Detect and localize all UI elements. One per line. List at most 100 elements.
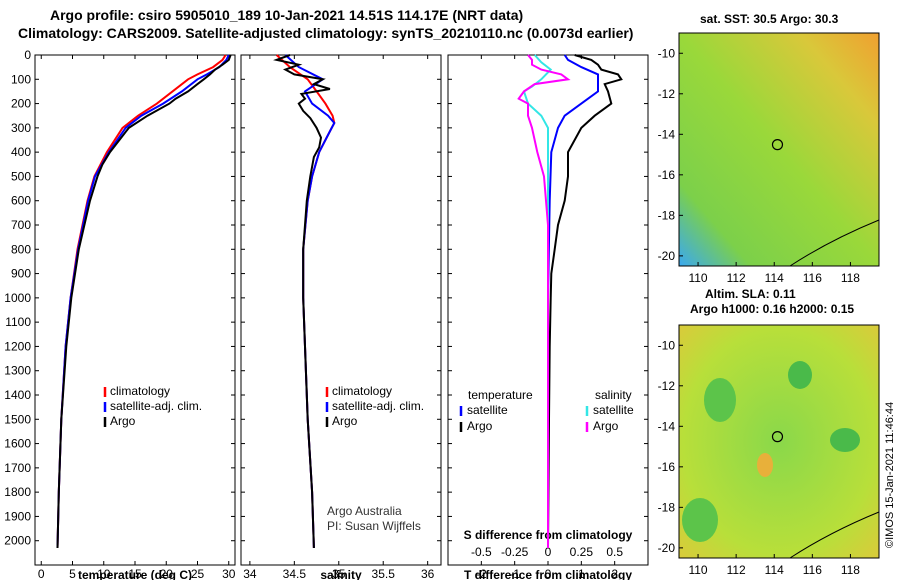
sla-eddy-3 [704,378,736,422]
sla-map: 110 112 114 116 118 -10 -12 -14 -16 -18 -20 [658,324,880,577]
map-x-tick-label: 118 [841,271,860,285]
map-x-tick-label: 118 [841,563,860,577]
x-tick-label: -2 [476,567,487,580]
x-tick-label: 1 [578,567,585,580]
series-line-magenta [517,54,571,548]
sla-map-coastline [789,511,880,559]
sla-eddy-2 [830,428,860,452]
y-tick-label: 1900 [4,509,31,523]
y-tick-label: 0 [24,48,31,62]
y-tick-label: 1700 [4,461,31,475]
x-tick-label: 5 [69,567,76,580]
plot-frame [240,54,442,566]
sst-map-frame [678,32,880,267]
annotation-text: PI: Susan Wijffels [327,519,421,533]
legend-label: Argo [593,419,619,433]
argo-position-marker [771,139,784,151]
plot-frame [34,54,236,566]
x-axis-label: temperature (deg C) [78,568,192,580]
x-tick-label: 34 [243,567,257,580]
legend-label: Argo [110,414,136,428]
x-tick-label: 35 [332,567,346,580]
legend-heading: salinity [595,388,632,402]
y-tick-label: 1500 [4,412,31,426]
x-tick-label: -1 [509,567,520,580]
legend-label: satellite-adj. clim. [332,399,424,413]
map-x-tick-label: 110 [688,563,707,577]
x-tick-label: 15 [128,567,142,580]
series-line-red [275,54,336,549]
sla-eddy-1 [788,361,812,389]
y-tick-label: 200 [11,97,31,111]
map-y-tick-label: -14 [658,127,676,141]
legend-label: satellite-adj. clim. [110,399,202,413]
sla-map-title-1: Altim. SLA: 0.11 [705,287,796,301]
series-line-black [273,54,331,549]
map-x-tick-label: 112 [727,563,746,577]
map-y-tick-label: -20 [658,249,676,263]
salinity-panel: 34 34.5 35 35.5 36 salinity climatologysatelli… [240,54,442,580]
sla-eddy-4 [682,498,718,542]
map-y-tick-label: -16 [658,460,676,474]
map-x-tick-label: 110 [688,271,707,285]
series-line-cyan [522,54,553,548]
top-x-tick-label: 0.5 [606,545,623,559]
sst-map-title: sat. SST: 30.5 Argo: 30.3 [700,12,839,26]
map-x-tick-label: 114 [765,563,784,577]
legend-label: satellite [467,403,508,417]
map-x-tick-label: 114 [765,271,784,285]
map-y-tick-label: -12 [658,379,676,393]
x-tick-label: 20 [160,567,174,580]
series-line-blue [547,54,599,548]
sst-map-coastline [789,219,880,267]
legend-label: satellite [593,403,634,417]
top-x-tick-label: -0.25 [501,545,529,559]
sla-map-frame [678,324,880,559]
map-y-tick-label: -16 [658,168,676,182]
legend-heading: temperature [468,388,533,402]
y-tick-label: 1600 [4,437,31,451]
map-y-tick-label: -12 [658,87,676,101]
temperature-panel: 0100200300400500600700800900100011001200… [4,48,235,580]
x-tick-label: 0 [38,567,45,580]
series-line-black [547,54,623,549]
difference-panel: -2 -1 0 1 2T difference from climatology -0.5… [447,54,649,580]
argo-position-marker [771,431,784,443]
y-tick-label: 800 [11,242,31,256]
legend-label: climatology [110,384,170,398]
y-tick-label: 1100 [5,315,31,329]
legend-label: Argo [332,414,358,428]
map-x-tick-label: 116 [803,271,822,285]
sst-map: 110 112 114 116 118 -10 -12 -14 -16 -18 -20 [658,32,880,285]
sla-eddy-5 [757,453,773,477]
x-tick-label: 36 [421,567,435,580]
y-tick-label: 300 [11,121,31,135]
y-tick-label: 2000 [4,534,31,548]
y-tick-label: 900 [11,267,31,281]
series-line-black [56,54,232,549]
series-line-blue [284,54,336,549]
map-y-tick-label: -10 [658,338,676,352]
sla-map-title-2: Argo h1000: 0.16 h2000: 0.15 [690,302,855,316]
x-tick-label: 0 [545,567,552,580]
y-tick-label: 1300 [4,364,31,378]
x-tick-label: 35.5 [372,567,396,580]
legend-label: Argo [467,419,493,433]
x-tick-label: 10 [97,567,111,580]
y-tick-label: 1000 [4,291,31,305]
x-tick-label: 2 [611,567,618,580]
map-y-tick-label: -20 [658,541,676,555]
series-line-blue [56,54,230,549]
y-tick-label: 100 [11,72,31,86]
legend-label: climatology [332,384,392,398]
annotation-text: Argo Australia [327,504,402,518]
map-y-tick-label: -18 [658,500,676,514]
map-x-tick-label: 116 [803,563,822,577]
map-y-tick-label: -10 [658,46,676,60]
top-x-tick-label: 0.25 [570,545,594,559]
x-tick-label: 34.5 [283,567,307,580]
x-axis-label: salinity [320,568,362,580]
y-tick-label: 1400 [4,388,31,402]
y-tick-label: 600 [11,194,31,208]
